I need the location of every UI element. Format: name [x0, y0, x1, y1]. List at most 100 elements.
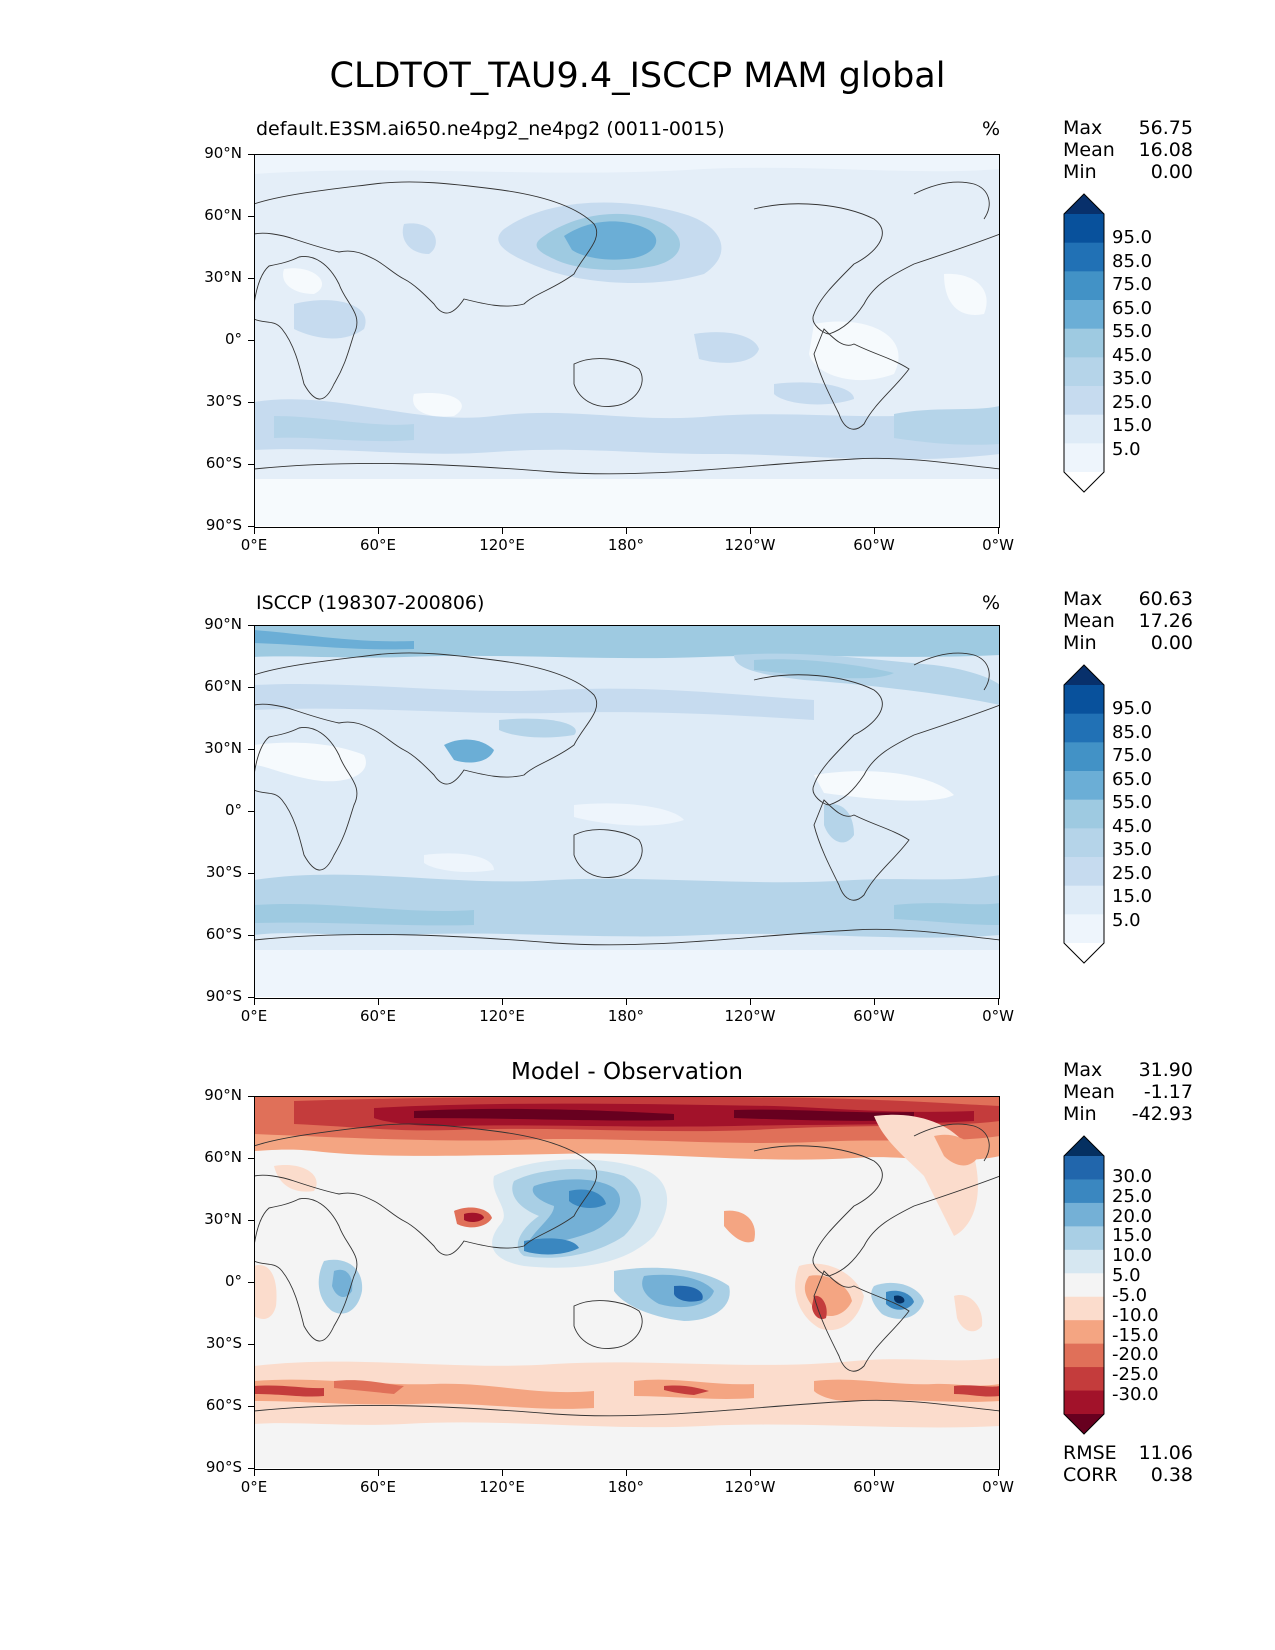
stat-label: Max	[1063, 588, 1103, 610]
x-tick-mark	[998, 1470, 999, 1476]
colorbar-extend-top	[1064, 1136, 1104, 1156]
colorbar-outline	[1063, 193, 1105, 493]
y-tick-mark	[248, 402, 254, 403]
colorbar-label: 30.0	[1112, 1165, 1153, 1187]
x-tick-label: 180°	[607, 1478, 645, 1496]
colorbar-segment	[1064, 1390, 1104, 1415]
x-tick-mark	[254, 528, 255, 534]
x-tick-mark	[998, 999, 999, 1005]
stat-max: 56.75	[1138, 117, 1193, 139]
panel3-title: Model - Observation	[510, 1059, 744, 1085]
colorbar-label: 15.0	[1112, 1225, 1153, 1247]
stat-max: 31.90	[1138, 1059, 1193, 1081]
colorbar-label: -5.0	[1112, 1284, 1148, 1306]
panel3-map	[254, 1096, 1000, 1468]
x-tick-mark	[502, 999, 503, 1005]
colorbar-segment	[1064, 742, 1104, 772]
panel1-title: default.E3SM.ai650.ne4pg2_ne4pg2 (0011-0…	[256, 118, 725, 140]
x-tick-mark	[750, 999, 751, 1005]
metric-corr: 0.38	[1150, 1464, 1193, 1486]
x-tick-mark	[502, 1470, 503, 1476]
colorbar-label: 95.0	[1112, 227, 1153, 249]
colorbar-segment	[1064, 300, 1104, 330]
stat-mean: 17.26	[1138, 610, 1193, 632]
colorbar-segment	[1064, 885, 1104, 915]
colorbar-segment	[1064, 1156, 1104, 1180]
x-tick-mark	[750, 1470, 751, 1476]
y-tick-label: 0°	[224, 330, 242, 348]
y-tick-label: 30°S	[205, 863, 242, 881]
panel2-map	[254, 625, 1000, 997]
y-tick-mark	[248, 1468, 254, 1469]
x-tick-mark	[378, 1470, 379, 1476]
y-tick-mark	[248, 811, 254, 812]
y-tick-mark	[248, 464, 254, 465]
colorbar-extend-top	[1064, 665, 1104, 685]
panel3-stats: Max 31.90 Mean -1.17 Min -42.93	[1063, 1059, 1193, 1125]
y-tick-label: 60°N	[204, 206, 242, 224]
colorbar-outline	[1063, 664, 1105, 964]
panel1-unit: %	[982, 118, 1001, 140]
colorbar-label: 15.0	[1112, 415, 1153, 437]
colorbar-segment	[1064, 771, 1104, 801]
y-tick-label: 30°N	[204, 268, 242, 286]
y-tick-mark	[248, 154, 254, 155]
x-tick-label: 0°E	[240, 536, 268, 554]
y-tick-label: 90°S	[205, 516, 242, 534]
x-tick-label: 60°E	[359, 1478, 397, 1496]
panel3-colorbar	[1063, 1135, 1105, 1435]
y-tick-mark	[248, 340, 254, 341]
x-tick-mark	[750, 528, 751, 534]
x-tick-mark	[998, 528, 999, 534]
colorbar-label: -10.0	[1112, 1304, 1159, 1326]
y-tick-mark	[248, 625, 254, 626]
colorbar-label: 45.0	[1112, 815, 1153, 837]
colorbar-segment	[1064, 857, 1104, 887]
y-tick-mark	[248, 1220, 254, 1221]
x-tick-label: 0°E	[240, 1007, 268, 1025]
colorbar-segment	[1064, 1249, 1104, 1274]
colorbar-segment	[1064, 414, 1104, 444]
y-tick-label: 30°N	[204, 1210, 242, 1228]
colorbar-label: -30.0	[1112, 1384, 1159, 1406]
stat-label: Min	[1063, 632, 1097, 654]
x-tick-label: 180°	[607, 1007, 645, 1025]
x-tick-label: 180°	[607, 536, 645, 554]
colorbar-label: 5.0	[1112, 1265, 1141, 1287]
y-tick-label: 90°N	[204, 144, 242, 162]
stat-label: Max	[1063, 117, 1103, 139]
colorbar-label: 35.0	[1112, 368, 1153, 390]
stat-min: 0.00	[1150, 161, 1193, 183]
colorbar-segment	[1064, 685, 1104, 715]
colorbar-extend-bottom	[1064, 472, 1104, 492]
x-tick-label: 0°W	[982, 1007, 1014, 1025]
colorbar-label: 20.0	[1112, 1205, 1153, 1227]
x-tick-label: 60°W	[853, 1478, 895, 1496]
colorbar-segment	[1064, 1296, 1104, 1321]
colorbar-extend-top	[1064, 194, 1104, 214]
y-tick-label: 30°S	[205, 392, 242, 410]
panel2-unit: %	[982, 592, 1001, 614]
x-tick-label: 120°W	[724, 536, 776, 554]
x-tick-label: 60°W	[853, 536, 895, 554]
colorbar-label: 10.0	[1112, 1245, 1153, 1267]
y-tick-label: 90°N	[204, 615, 242, 633]
x-tick-mark	[626, 999, 627, 1005]
y-tick-label: 0°	[224, 1272, 242, 1290]
y-tick-label: 90°N	[204, 1086, 242, 1104]
x-tick-mark	[626, 1470, 627, 1476]
y-tick-label: 60°S	[205, 1396, 242, 1414]
stat-label: Min	[1063, 1103, 1097, 1125]
colorbar-label: -20.0	[1112, 1344, 1159, 1366]
panel2-title: ISCCP (198307-200806)	[256, 592, 485, 614]
colorbar-label: 25.0	[1112, 391, 1153, 413]
colorbar-segment	[1064, 1367, 1104, 1392]
x-tick-label: 0°W	[982, 536, 1014, 554]
colorbar-label: 15.0	[1112, 886, 1153, 908]
colorbar-segment	[1064, 1273, 1104, 1298]
x-tick-label: 120°E	[479, 1007, 525, 1025]
stat-label: Min	[1063, 161, 1097, 183]
stat-label: Mean	[1063, 610, 1115, 632]
colorbar-label: 75.0	[1112, 745, 1153, 767]
colorbar-segment	[1064, 271, 1104, 301]
